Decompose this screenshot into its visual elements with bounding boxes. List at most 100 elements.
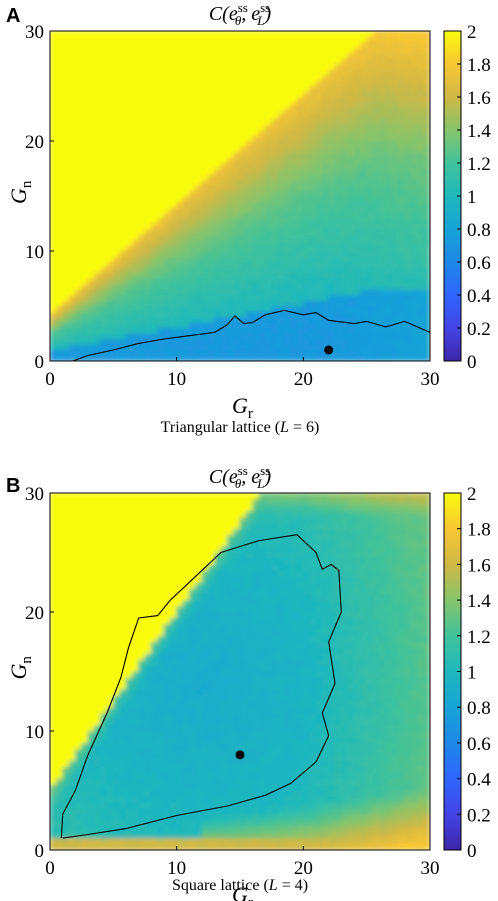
heatmap-cell (284, 96, 291, 103)
heatmap-cell (290, 217, 298, 224)
heatmap-cell (410, 195, 418, 202)
heatmap-cell (334, 245, 342, 252)
heatmap-cell (372, 322, 380, 329)
heatmap-cell (100, 36, 108, 43)
heatmap-cell (138, 730, 146, 738)
heatmap-cell (50, 825, 57, 833)
heatmap-cell (309, 272, 317, 279)
heatmap-cell (56, 778, 63, 785)
heatmap-cell (379, 107, 386, 114)
heatmap-cell (284, 151, 291, 158)
heatmap-cell (87, 766, 95, 773)
heatmap-cell (62, 239, 70, 246)
heatmap-cell (50, 623, 57, 631)
heatmap-cell (410, 256, 418, 263)
heatmap-cell (94, 195, 101, 202)
heatmap-cell (233, 322, 241, 329)
heatmap-cell (201, 195, 209, 202)
heatmap-cell (309, 322, 317, 329)
heatmap-cell (277, 349, 285, 356)
heatmap-cell (322, 58, 329, 65)
heatmap-cell (385, 234, 393, 241)
heatmap-cell (170, 546, 177, 553)
heatmap-cell (189, 135, 196, 142)
heatmap-cell (138, 819, 146, 827)
heatmap-cell (290, 151, 298, 158)
heatmap-cell (68, 245, 76, 252)
heatmap-cell (106, 278, 114, 285)
heatmap-cell (132, 63, 139, 70)
heatmap-cell (81, 168, 89, 175)
heatmap-cell (385, 223, 393, 230)
heatmap-cell (119, 234, 127, 241)
heatmap-cell (81, 267, 89, 274)
heatmap-cell (290, 195, 298, 202)
heatmap-cell (119, 659, 127, 666)
heatmap-cell (68, 593, 76, 601)
heatmap-cell (233, 294, 241, 301)
heatmap-cell (360, 74, 367, 81)
heatmap-cell (277, 74, 285, 81)
heatmap-cell (398, 212, 405, 219)
heatmap-cell (182, 522, 190, 529)
heatmap-cell (372, 36, 380, 43)
heatmap-cell (189, 825, 196, 833)
heatmap-cell (195, 239, 203, 246)
heatmap-cell (50, 272, 57, 279)
heatmap-cell (163, 162, 171, 169)
heatmap-cell (265, 261, 272, 268)
heatmap-cell (239, 217, 247, 224)
heatmap-cell (353, 190, 361, 197)
heatmap-cell (94, 843, 101, 850)
heatmap-cell (106, 683, 114, 690)
heatmap-cell (50, 736, 57, 744)
heatmap-cell (56, 683, 63, 690)
heatmap-cell (315, 184, 323, 191)
heatmap-cell (138, 564, 146, 571)
heatmap-cell (284, 157, 291, 164)
heatmap-cell (138, 796, 146, 803)
heatmap-cell (75, 140, 82, 147)
heatmap-cell (265, 327, 272, 334)
heatmap-cell (68, 179, 76, 186)
heatmap-cell (62, 802, 70, 809)
heatmap-cell (132, 311, 139, 318)
heatmap-cell (252, 74, 260, 81)
heatmap-cell (265, 69, 272, 76)
heatmap-cell (182, 718, 190, 726)
heatmap-cell (189, 157, 196, 164)
heatmap-cell (125, 179, 133, 186)
heatmap-cell (163, 724, 171, 732)
heatmap-cell (81, 641, 89, 648)
heatmap-cell (379, 283, 386, 290)
heatmap-cell (62, 184, 70, 191)
heatmap-cell (75, 623, 82, 631)
heatmap-cell (322, 69, 329, 76)
heatmap-cell (265, 239, 272, 246)
heatmap-cell (385, 113, 393, 120)
heatmap-cell (360, 239, 367, 246)
heatmap-cell (100, 278, 108, 285)
heatmap-cell (233, 118, 241, 125)
heatmap-cell (119, 283, 127, 290)
heatmap-cell (113, 162, 120, 169)
heatmap-cell (81, 294, 89, 301)
heatmap-cell (100, 333, 108, 340)
heatmap-cell (56, 665, 63, 672)
heatmap-cell (125, 802, 133, 809)
heatmap-cell (277, 333, 285, 340)
heatmap-cell (163, 766, 171, 773)
heatmap-cell (163, 700, 171, 708)
heatmap-cell (334, 85, 342, 92)
heatmap-cell (132, 157, 139, 164)
heatmap-cell (404, 162, 412, 169)
heatmap-cell (385, 322, 393, 329)
heatmap-cell (201, 31, 209, 37)
heatmap-cell (68, 146, 76, 153)
heatmap-cell (277, 217, 285, 224)
heatmap-cell (385, 168, 393, 175)
heatmap-cell (50, 790, 57, 797)
heatmap-cell (284, 217, 291, 224)
heatmap-cell (385, 195, 393, 202)
heatmap-cell (233, 85, 241, 92)
